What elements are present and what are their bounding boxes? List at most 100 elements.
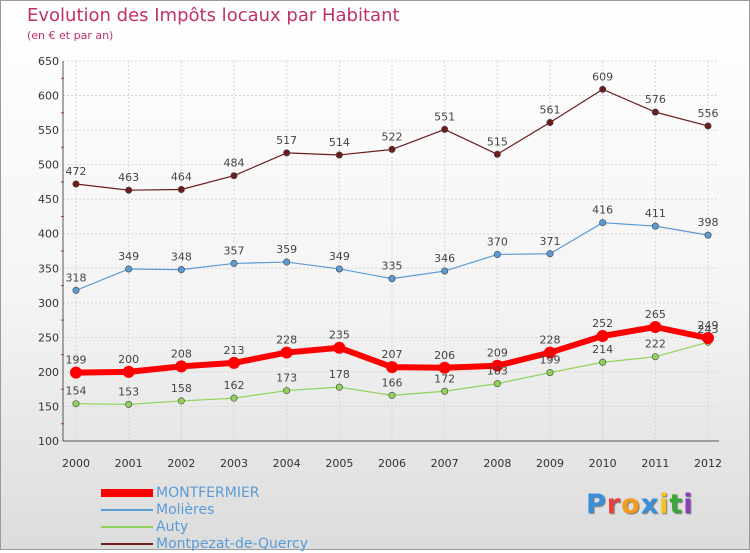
series-auty [72,338,712,408]
x-tick-label: 2006 [378,457,406,470]
legend-label: MONTFERMIER [156,485,260,501]
series-montpezat-de-quercy [72,85,712,194]
data-point [651,222,659,230]
data-point [441,387,449,395]
data-point [72,286,80,294]
data-label: 349 [329,250,350,263]
data-label: 561 [540,103,561,116]
x-tick-label: 2009 [536,457,564,470]
y-tick-label: 650 [38,55,59,68]
legend-swatch [101,489,153,497]
legend-swatch [101,509,153,511]
y-tick-label: 450 [38,193,59,206]
y-tick-label: 100 [38,435,59,448]
y-tick-label: 150 [38,400,59,413]
axis-layer: 100 150 200 250 300 350 400 450 500 550 600 650 2000… [38,55,722,470]
data-label: 243 [698,323,719,336]
logo-letter: r [606,489,622,520]
logo-letter: t [669,489,684,520]
data-label: 515 [487,135,508,148]
legend-label: Auty [156,519,189,535]
data-label: 335 [382,260,403,273]
x-tick-label: 2005 [325,457,353,470]
data-label: 265 [645,308,666,321]
data-label: 371 [540,235,561,248]
data-label: 517 [276,134,297,147]
data-label: 346 [434,252,455,265]
data-point [122,365,135,378]
data-point [70,366,82,379]
data-point [283,387,291,395]
data-label: 398 [698,216,719,229]
logo-letter: x [640,489,660,520]
x-tick-label: 2001 [115,457,143,470]
line-chart: 100 150 200 250 300 350 400 450 500 550 600 650 2000… [38,55,722,470]
y-tick-label: 400 [38,228,59,241]
y-tick-label: 600 [38,90,59,103]
legend: MONTFERMIER Molières Auty Montpezat-de-Quer… [101,485,361,553]
data-point [704,122,712,130]
logo-letter: o [621,489,641,520]
data-label: 200 [118,353,139,366]
y-tick-label: 550 [38,124,59,137]
data-point [388,145,396,153]
data-label: 609 [592,70,613,83]
data-point [546,118,554,126]
series-moli-res [72,219,712,294]
y-tick-label: 500 [38,159,59,172]
data-point [596,329,609,342]
data-point [177,397,185,405]
data-point [333,341,346,354]
data-label: 206 [434,349,455,362]
x-tick-label: 2010 [589,457,617,470]
data-point [651,353,659,361]
data-label: 318 [66,271,87,284]
data-label: 249 [698,319,719,332]
data-point [704,231,712,239]
legend-item: Auty [101,519,361,536]
data-label: 235 [329,329,350,342]
data-point [125,186,133,194]
legend-item: Montpezat-de-Quercy [101,536,361,553]
data-label: 158 [171,382,192,395]
data-point [599,219,607,227]
data-label: 222 [645,338,666,351]
data-point [230,394,238,402]
label-layer: 199 200 208 213 228 235 207 206 209 228 252 265 249 3… [66,70,719,398]
data-label: 551 [434,110,455,123]
x-tick-label: 2003 [220,457,248,470]
data-point [599,358,607,366]
y-tick-label: 350 [38,262,59,275]
data-label: 416 [592,204,613,217]
data-point [72,400,80,408]
data-point [283,258,291,266]
data-label: 349 [118,250,139,263]
x-tick-label: 2004 [273,457,301,470]
x-tick-label: 2008 [483,457,511,470]
data-point [438,361,451,374]
data-point [388,275,396,283]
data-point [544,346,556,359]
data-label: 228 [276,334,297,347]
data-label: 348 [171,251,192,264]
data-point [125,265,133,273]
data-label: 166 [382,376,403,389]
data-point [546,250,554,258]
data-point [493,250,501,258]
data-point [386,361,398,374]
logo-letter: i [659,489,670,520]
data-point [649,321,662,333]
data-label: 173 [276,372,297,385]
data-label: 228 [540,334,561,347]
series-layer [70,85,714,408]
legend-label: Montpezat-de-Quercy [156,536,308,552]
data-point [228,356,240,369]
y-tick-label: 200 [38,366,59,379]
data-label: 411 [645,207,666,220]
data-label: 359 [276,243,297,256]
data-label: 162 [224,379,245,392]
data-point [388,391,396,399]
data-point [230,259,238,267]
legend-label: Molières [156,502,215,518]
legend-swatch [101,543,153,545]
